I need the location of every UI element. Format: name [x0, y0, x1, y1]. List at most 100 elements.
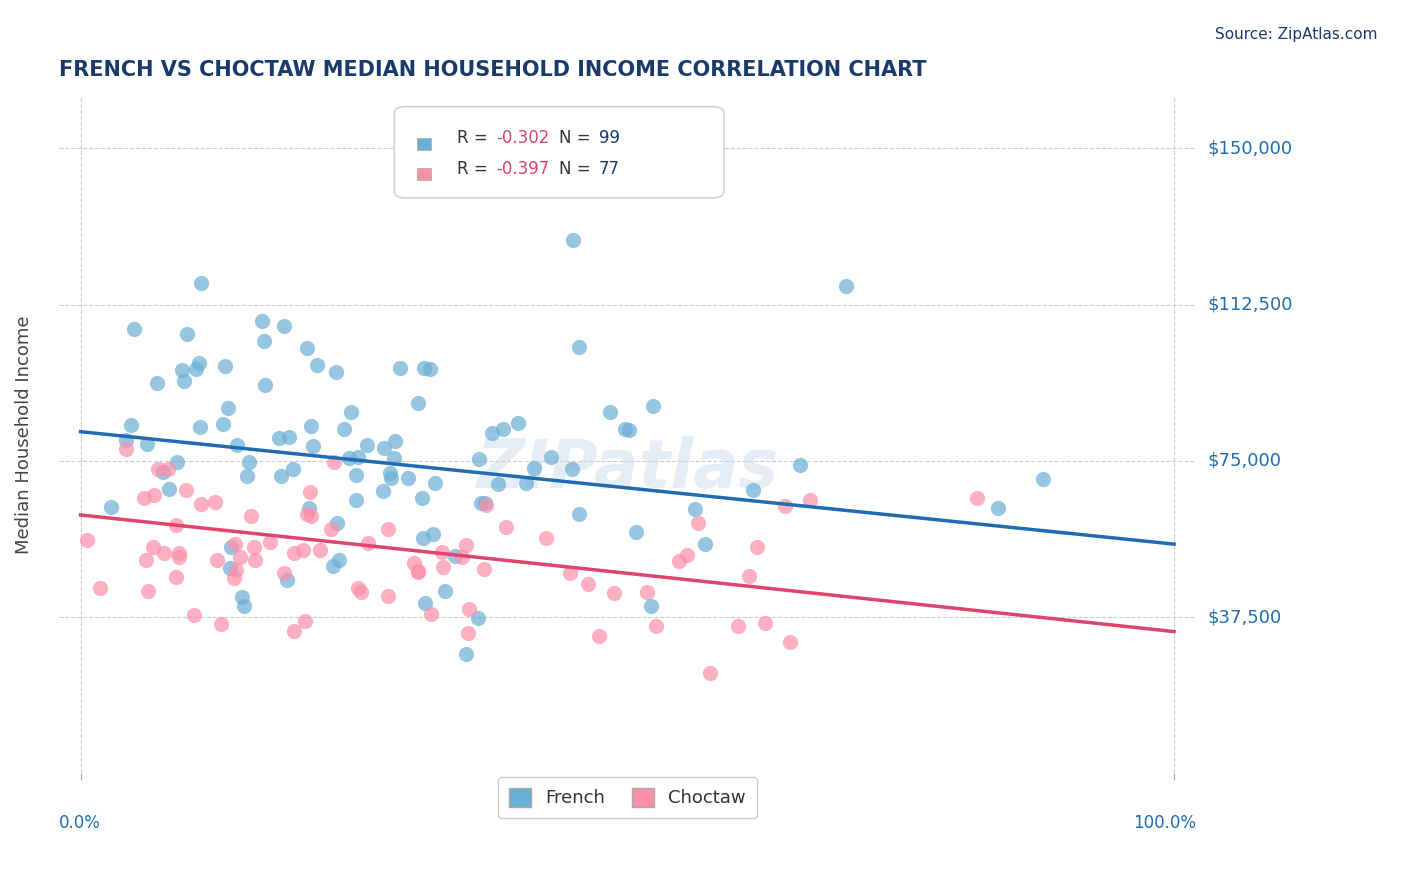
Point: [297, 507, 319, 521]
Point: [157, 482, 180, 496]
Point: [225, 438, 247, 452]
Point: [323, 455, 346, 469]
Point: [344, 493, 367, 508]
Point: [114, 433, 136, 447]
Point: [253, 334, 276, 349]
Point: [377, 589, 399, 603]
Point: [406, 566, 429, 580]
Point: [136, 437, 159, 451]
Point: [254, 377, 277, 392]
Point: [799, 493, 821, 508]
Y-axis label: Median Household Income: Median Household Income: [15, 316, 32, 554]
Point: [229, 549, 252, 564]
Point: [588, 629, 610, 643]
Point: [377, 522, 399, 536]
Point: [232, 599, 254, 614]
Point: [378, 466, 401, 480]
Point: [167, 546, 190, 560]
Point: [371, 484, 394, 499]
Text: 0.0%: 0.0%: [59, 814, 101, 832]
Point: [576, 577, 599, 591]
Point: [122, 322, 145, 336]
Point: [384, 434, 406, 449]
Text: ZIPatlas: ZIPatlas: [477, 435, 779, 501]
Point: [467, 451, 489, 466]
Point: [693, 536, 716, 550]
Text: R =: R =: [457, 160, 492, 178]
Legend: French, Choctaw: French, Choctaw: [498, 777, 756, 818]
Point: [239, 508, 262, 523]
Point: [297, 342, 319, 356]
Text: $37,500: $37,500: [1208, 608, 1281, 626]
Point: [454, 538, 477, 552]
Point: [474, 496, 496, 510]
Point: [423, 476, 446, 491]
Text: 99: 99: [599, 129, 620, 147]
Point: [231, 590, 253, 604]
Point: [457, 626, 479, 640]
Point: [219, 541, 242, 555]
Point: [987, 501, 1010, 516]
Point: [292, 542, 315, 557]
Point: [603, 586, 626, 600]
Point: [270, 469, 292, 483]
Text: N =: N =: [560, 160, 596, 178]
Point: [214, 359, 236, 374]
Point: [412, 531, 434, 545]
Point: [173, 374, 195, 388]
FancyBboxPatch shape: [418, 137, 432, 150]
Point: [183, 607, 205, 622]
Point: [523, 461, 546, 475]
Point: [167, 549, 190, 564]
Point: [294, 614, 316, 628]
Point: [685, 501, 707, 516]
Point: [492, 422, 515, 436]
Text: 77: 77: [599, 160, 620, 178]
Point: [754, 615, 776, 630]
Point: [727, 618, 749, 632]
Point: [614, 422, 637, 436]
Point: [451, 549, 474, 564]
Point: [432, 560, 454, 574]
Point: [1032, 472, 1054, 486]
Point: [205, 553, 228, 567]
Point: [219, 561, 242, 575]
Point: [238, 455, 260, 469]
Point: [406, 564, 429, 578]
Text: N =: N =: [560, 129, 596, 147]
Point: [495, 520, 517, 534]
Point: [396, 471, 419, 485]
Text: -0.302: -0.302: [496, 129, 550, 147]
Point: [276, 574, 298, 588]
Point: [624, 524, 647, 539]
Point: [699, 666, 721, 681]
Point: [142, 488, 165, 502]
FancyBboxPatch shape: [394, 106, 724, 198]
Point: [346, 581, 368, 595]
Point: [319, 522, 342, 536]
Point: [325, 516, 347, 531]
Point: [688, 516, 710, 531]
Point: [419, 362, 441, 376]
Point: [643, 399, 665, 413]
Point: [640, 599, 662, 613]
Point: [188, 420, 211, 434]
Text: -0.397: -0.397: [496, 160, 550, 178]
Point: [283, 624, 305, 638]
Point: [299, 509, 322, 524]
Point: [738, 569, 761, 583]
Point: [152, 465, 174, 479]
Point: [561, 233, 583, 247]
Point: [212, 417, 235, 432]
Point: [779, 635, 801, 649]
Point: [380, 471, 402, 485]
Point: [966, 491, 988, 506]
Point: [277, 430, 299, 444]
Point: [382, 450, 405, 465]
Point: [474, 499, 496, 513]
Point: [389, 360, 412, 375]
Point: [89, 582, 111, 596]
Point: [242, 540, 264, 554]
Point: [190, 497, 212, 511]
Point: [120, 417, 142, 432]
